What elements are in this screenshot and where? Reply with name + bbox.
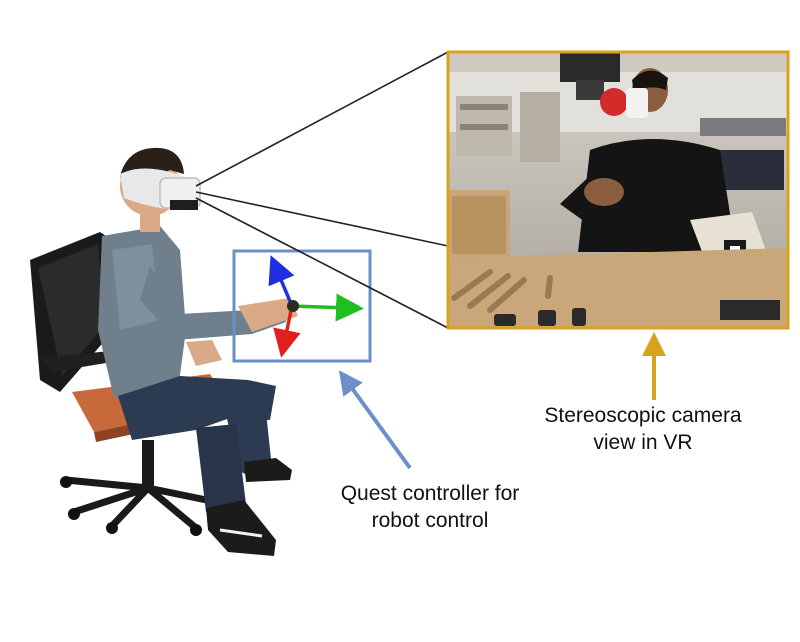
controller-label-line1: Quest controller for bbox=[340, 482, 520, 505]
camera-view-label-line1: Stereoscopic camera bbox=[544, 404, 742, 427]
camera-view-label: Stereoscopic camera view in VR bbox=[508, 402, 778, 456]
view-projection-lines bbox=[195, 51, 449, 329]
camera-view-frame bbox=[446, 50, 790, 330]
controller-label-line2: robot control bbox=[371, 509, 489, 532]
controller-label: Quest controller for robot control bbox=[295, 480, 565, 534]
xyz-axes-icon bbox=[268, 255, 364, 358]
controller-arrow bbox=[338, 370, 412, 470]
camera-view-panel bbox=[448, 52, 788, 328]
controller-highlight-box bbox=[232, 249, 372, 363]
person-in-vr-headset-icon bbox=[30, 147, 298, 556]
camera-view-label-line2: view in VR bbox=[593, 431, 693, 454]
